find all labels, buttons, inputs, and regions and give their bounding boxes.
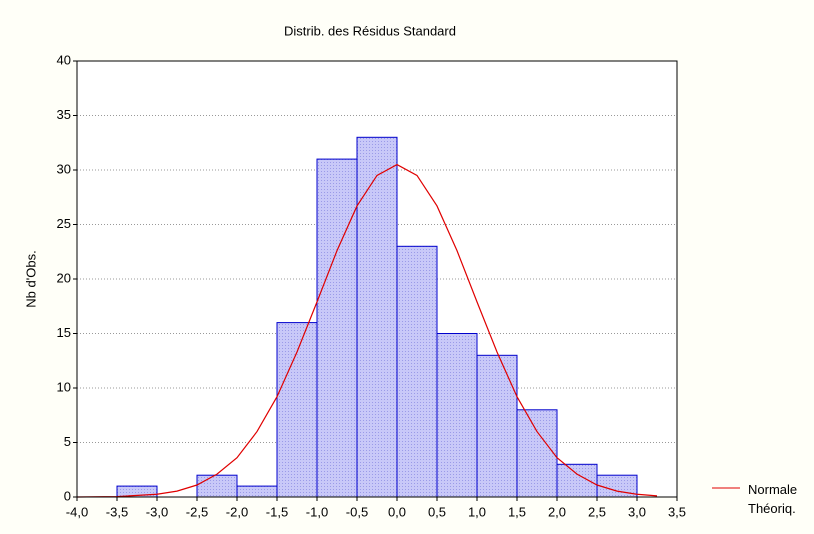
bar	[436, 333, 478, 498]
y-tick-label: 40	[57, 52, 71, 67]
bar	[356, 136, 398, 498]
plot-frame	[76, 60, 678, 498]
x-tick-label: -4,0	[66, 504, 88, 519]
bar	[556, 463, 598, 498]
bar	[516, 409, 558, 498]
bar	[276, 322, 318, 498]
x-tick-label: -3,5	[106, 504, 128, 519]
x-tick-label: 1,5	[508, 504, 526, 519]
bar	[396, 245, 438, 498]
normal-curve	[76, 163, 658, 498]
x-tick-label: 0,0	[388, 504, 406, 519]
x-tick-label: 3,5	[668, 504, 686, 519]
x-tick-label: -2,0	[226, 504, 248, 519]
x-tick-label: -1,0	[306, 504, 328, 519]
x-tick-label: 0,5	[428, 504, 446, 519]
y-tick-label: 25	[57, 216, 71, 231]
y-tick-label: 5	[64, 434, 71, 449]
bar	[476, 354, 518, 498]
x-tick-label: 2,0	[548, 504, 566, 519]
legend-label: Normale Théoriq.	[748, 482, 798, 516]
x-tick-label: -3,0	[146, 504, 168, 519]
x-tick-label: 3,0	[628, 504, 646, 519]
y-tick-label: 30	[57, 161, 71, 176]
y-tick-label: 35	[57, 107, 71, 122]
y-tick-label: 15	[57, 325, 71, 340]
x-tick-label: -2,5	[186, 504, 208, 519]
x-tick-label: -1,5	[266, 504, 288, 519]
x-tick-label: 2,5	[588, 504, 606, 519]
bar	[196, 474, 238, 498]
y-axis-label: Nb d'Obs.	[23, 250, 38, 307]
bar	[236, 485, 278, 498]
x-tick-label: 1,0	[468, 504, 486, 519]
y-tick-label: 0	[64, 488, 71, 503]
y-tick-label: 20	[57, 270, 71, 285]
y-tick-label: 10	[57, 379, 71, 394]
bar	[316, 158, 358, 498]
chart-title: Distrib. des Résidus Standard	[284, 23, 456, 38]
x-tick-label: -0,5	[346, 504, 368, 519]
